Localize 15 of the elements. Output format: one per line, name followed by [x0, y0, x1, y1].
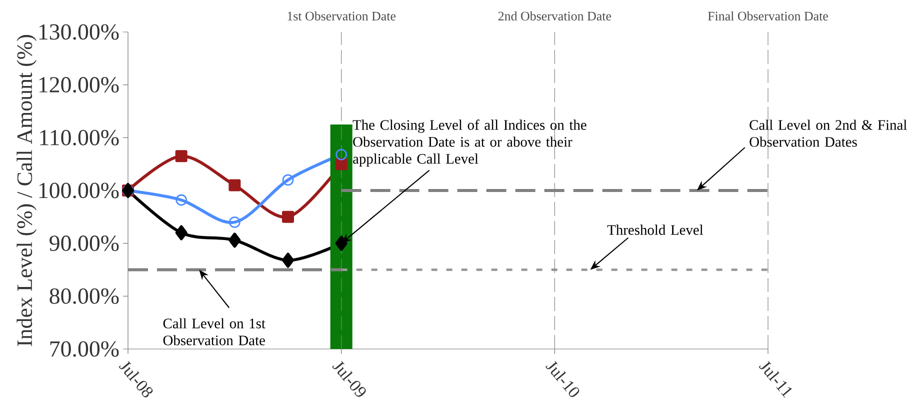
y-tick-label: 130.00% [39, 24, 119, 40]
annotation: Threshold Level [607, 224, 704, 235]
annotation: Call Level on 1st Observation Date [163, 318, 266, 346]
ref-line-label: 2nd Observation Date [498, 11, 612, 20]
y-axis-title: Index Level (%) / Call Amount (%) [16, 35, 37, 346]
y-tick-label: 90.00% [50, 236, 119, 252]
y-tick-label: 70.00% [50, 341, 119, 357]
y-tick-label: 120.00% [39, 77, 119, 93]
ref-line-label: Final Observation Date [708, 11, 828, 20]
ref-line-label: 1st Observation Date [288, 11, 396, 20]
y-tick-label: 80.00% [50, 288, 119, 304]
annotation: The Closing Level of all Indices on the Observation Date is at or above their applicable Call Level [352, 120, 586, 167]
annotation: Call Level on 2nd & Final Observation Dates [750, 120, 907, 147]
y-tick-label: 110.00% [40, 130, 119, 146]
y-tick-label: 100.00% [39, 182, 119, 198]
